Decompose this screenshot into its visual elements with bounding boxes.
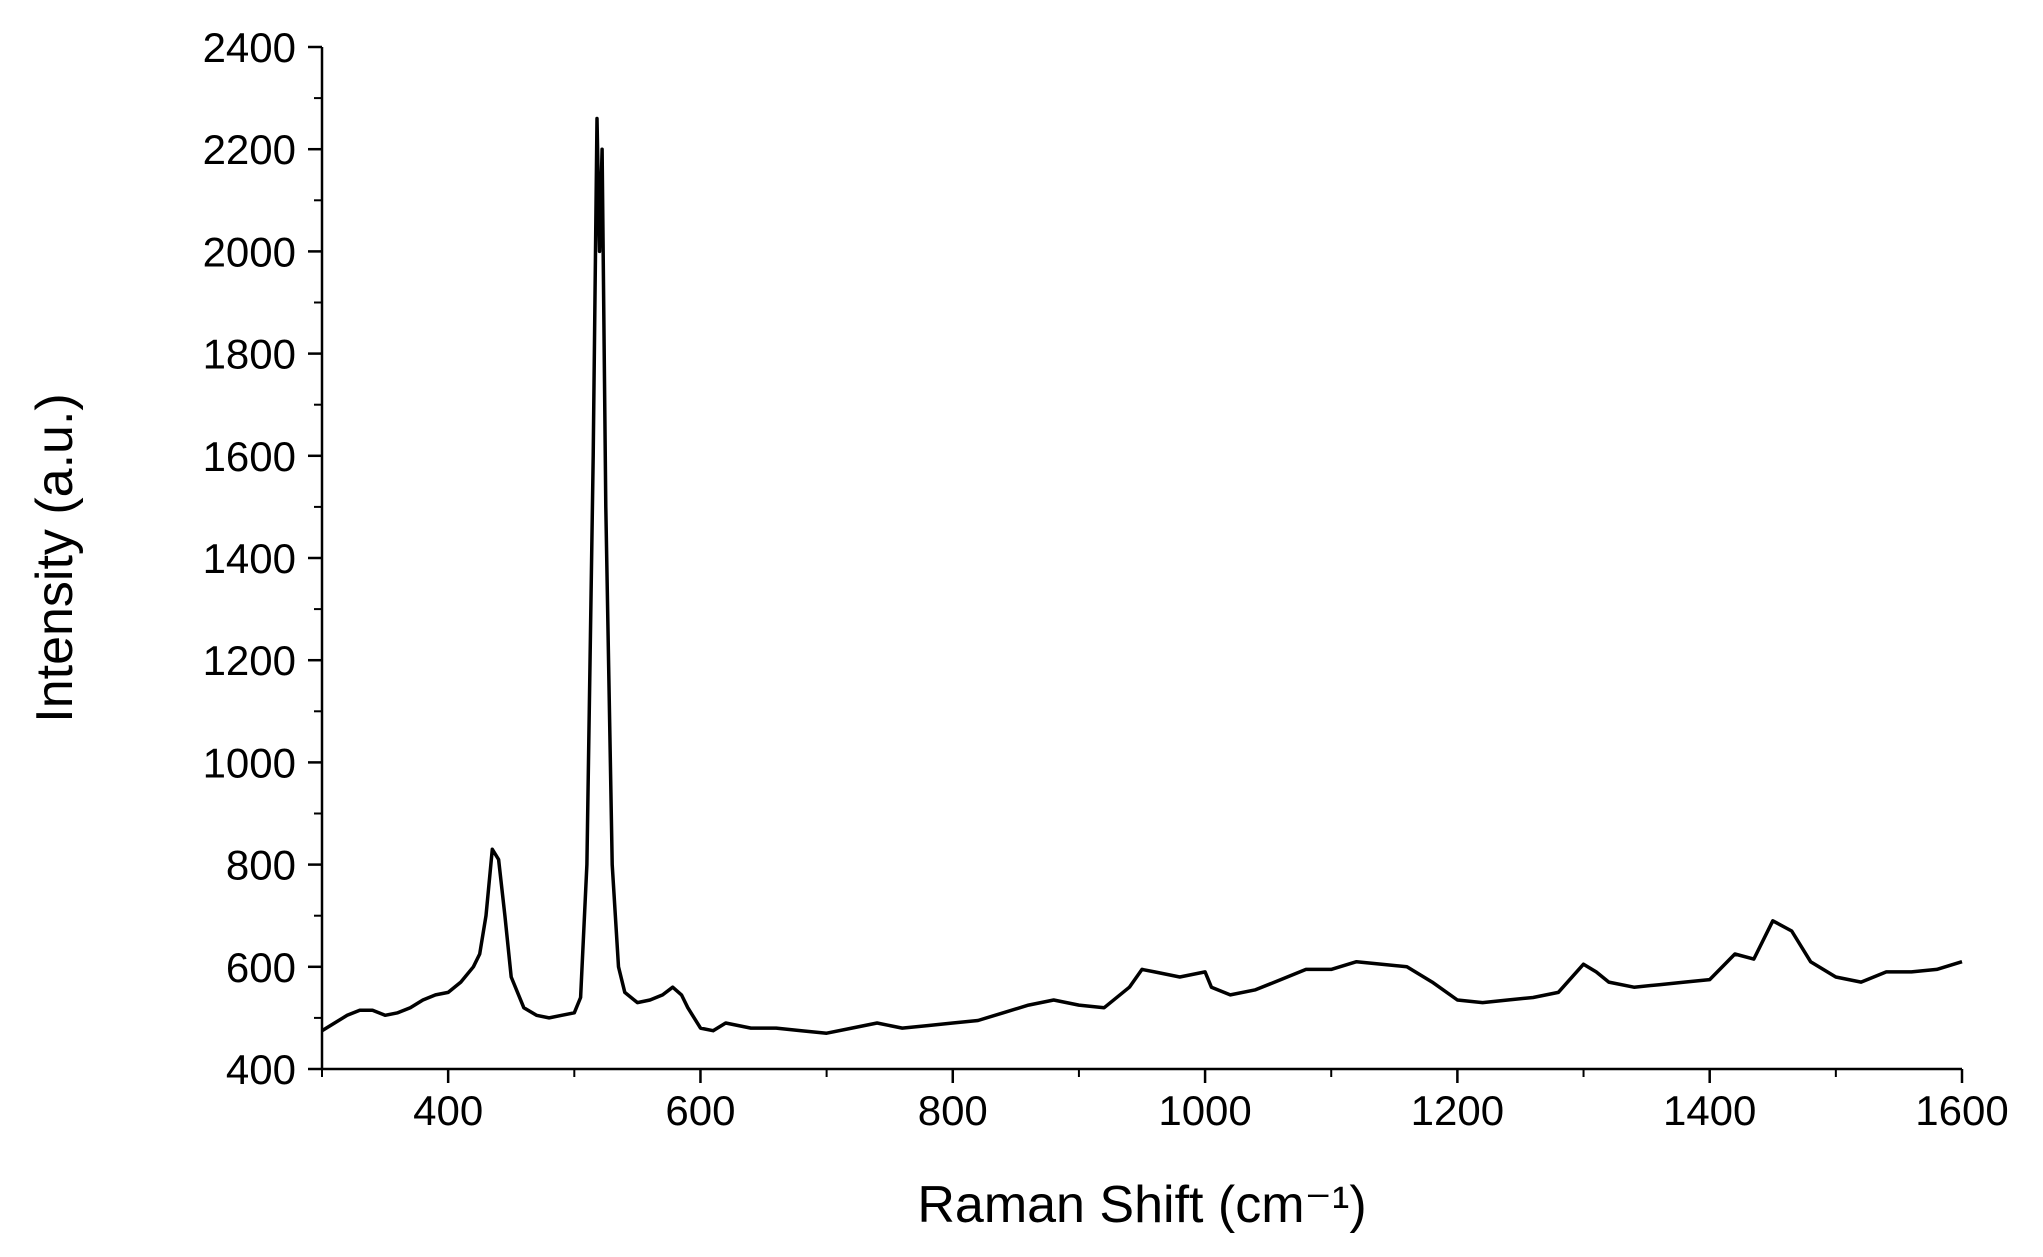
x-tick-label: 800 bbox=[918, 1087, 988, 1134]
y-tick-label: 1200 bbox=[203, 637, 296, 684]
y-tick-label: 400 bbox=[226, 1046, 296, 1093]
x-tick-label: 1400 bbox=[1663, 1087, 1756, 1134]
y-tick-label: 2400 bbox=[203, 24, 296, 71]
y-axis-label: Intensity (a.u.) bbox=[26, 393, 84, 722]
y-tick-label: 1000 bbox=[203, 739, 296, 786]
x-tick-label: 1200 bbox=[1411, 1087, 1504, 1134]
y-tick-label: 2200 bbox=[203, 126, 296, 173]
y-tick-label: 800 bbox=[226, 842, 296, 889]
x-tick-label: 600 bbox=[665, 1087, 735, 1134]
y-tick-label: 2000 bbox=[203, 228, 296, 275]
x-tick-label: 1000 bbox=[1158, 1087, 1251, 1134]
x-tick-label: 400 bbox=[413, 1087, 483, 1134]
y-tick-label: 1400 bbox=[203, 535, 296, 582]
spectrum-line bbox=[321, 116, 1963, 1035]
x-tick-label: 1600 bbox=[1915, 1087, 2008, 1134]
y-tick-label: 1600 bbox=[203, 433, 296, 480]
y-tick-label: 1800 bbox=[203, 331, 296, 378]
y-tick-label: 600 bbox=[226, 944, 296, 991]
x-axis-label: Raman Shift (cm⁻¹) bbox=[917, 1176, 1366, 1234]
